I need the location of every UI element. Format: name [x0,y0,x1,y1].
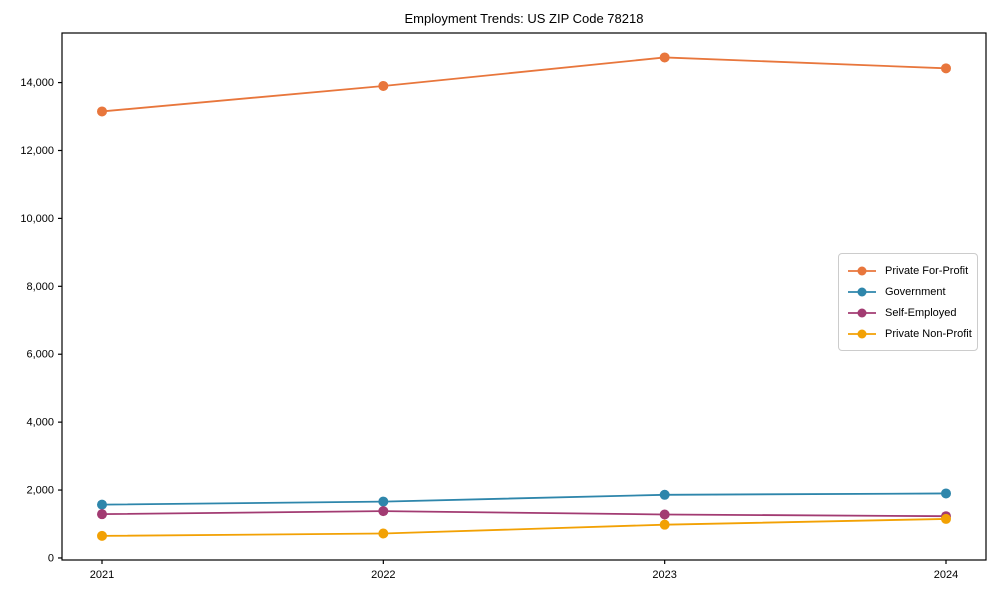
series-marker-self-employed [659,509,670,520]
series-line-private-for-profit [101,56,947,113]
legend-label: Government [885,285,946,298]
y-tick-label: 14,000 [20,77,54,89]
series-marker-self-employed [378,506,389,517]
series-marker-private-non-profit [97,530,107,541]
series-marker-government [941,488,951,499]
x-tick-label: 2022 [371,569,395,581]
x-tick-label: 2023 [652,569,676,581]
series-marker-private-for-profit [659,52,670,63]
y-tick-label: 6,000 [26,349,54,361]
legend-item-self-employed: Self-Employed [847,302,968,323]
legend-item-private-non-profit: Private Non-Profit [847,323,972,344]
series-marker-private-non-profit [941,513,951,524]
series-marker-private-non-profit [659,519,670,530]
legend-line-marker-icon [848,266,876,275]
legend-label: Private For-Profit [885,264,969,277]
y-tick-label: 0 [48,552,54,564]
legend-item-private-for-profit: Private For-Profit [847,260,968,281]
series-line-private-non-profit [101,518,947,537]
legend-line-marker-icon [848,329,876,338]
y-tick-label: 4,000 [26,417,54,429]
legend-line-marker-icon [848,308,876,317]
series-line-self-employed [101,510,947,518]
y-tick-label: 12,000 [20,145,54,157]
series-marker-private-for-profit [378,80,389,91]
series-marker-self-employed [97,509,107,520]
series-marker-government [97,499,107,510]
series-marker-private-non-profit [378,528,389,539]
x-tick-label: 2024 [934,569,958,581]
series-marker-private-for-profit [941,63,951,74]
series-marker-private-for-profit [97,106,107,117]
y-tick-label: 8,000 [26,281,54,293]
chart-title: Employment Trends: US ZIP Code 78218 [404,11,644,26]
legend-item-government: Government [847,281,968,302]
axis-frame [61,32,987,561]
y-tick-label: 10,000 [20,213,54,225]
x-tick-label: 2021 [90,569,114,581]
series-marker-government [378,496,389,507]
legend-label: Private Non-Profit [885,327,972,340]
legend: Private For-Profit Government Self-Employe… [838,253,978,351]
series-line-government [101,492,947,506]
legend-line-marker-icon [848,287,876,296]
series-marker-government [659,489,670,500]
legend-label: Self-Employed [885,306,957,319]
y-tick-label: 2,000 [26,485,54,497]
